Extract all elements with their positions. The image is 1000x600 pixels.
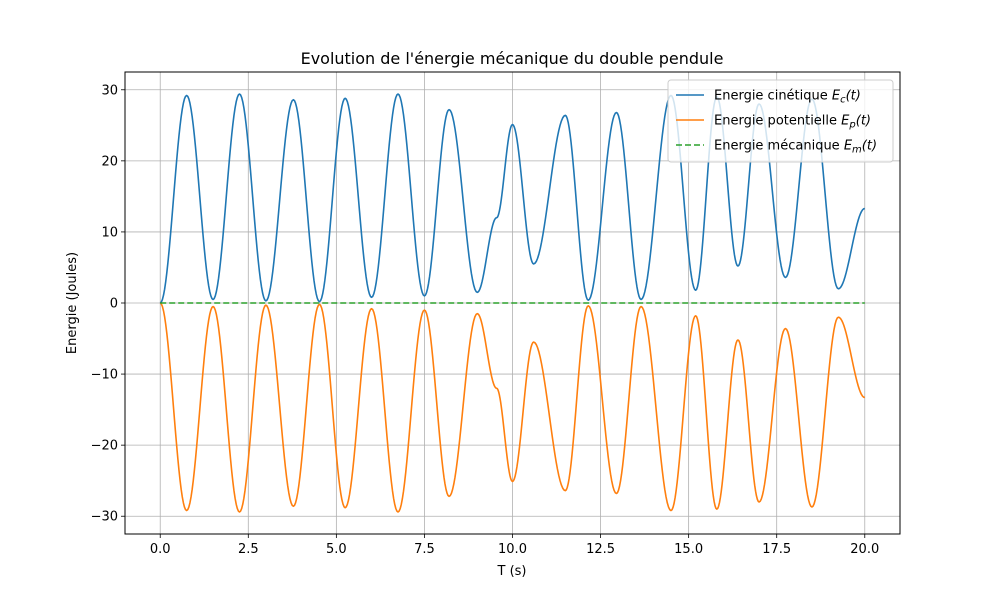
series-line-potential — [159, 302, 866, 513]
legend-box — [667, 79, 894, 163]
y-tick-label: −10 — [91, 368, 118, 383]
y-axis-label: Energie (Joules) — [65, 252, 80, 354]
y-tick-label: 30 — [101, 83, 118, 98]
y-tick-label: 10 — [101, 225, 118, 240]
y-tick-label: −20 — [91, 439, 118, 454]
y-tick-label: 20 — [101, 154, 118, 169]
legend-entry-mechanical: Energie mécanique Em(t) — [714, 139, 877, 156]
legend-entry-kinetic: Energie cinétique Ec(t) — [714, 89, 861, 106]
chart-title: Evolution de l'énergie mécanique du doub… — [301, 49, 724, 68]
x-axis-ticks: 0.0 2.5 5.0 7.5 10.0 12.5 15.0 17.5 20.0 — [150, 534, 879, 557]
x-tick-label: 0.0 — [150, 542, 171, 557]
x-axis-label: T (s) — [497, 564, 527, 579]
y-tick-label: −30 — [91, 510, 118, 525]
series-layer — [159, 93, 866, 513]
x-tick-label: 12.5 — [586, 542, 615, 557]
series-line-kinetic — [159, 93, 866, 304]
x-tick-label: 7.5 — [414, 542, 435, 557]
x-tick-label: 20.0 — [850, 542, 879, 557]
y-axis-ticks: −30 −20 −10 0 10 20 30 — [91, 83, 125, 525]
x-tick-label: 10.0 — [498, 542, 527, 557]
y-tick-label: 0 — [110, 297, 118, 312]
x-tick-label: 17.5 — [762, 542, 791, 557]
legend-entry-potential: Energie potentielle Ep(t) — [714, 114, 871, 131]
x-tick-label: 5.0 — [326, 542, 347, 557]
x-tick-label: 2.5 — [238, 542, 259, 557]
legend: Energie cinétique Ec(t) Energie potentiel… — [667, 79, 894, 163]
x-tick-label: 15.0 — [674, 542, 703, 557]
